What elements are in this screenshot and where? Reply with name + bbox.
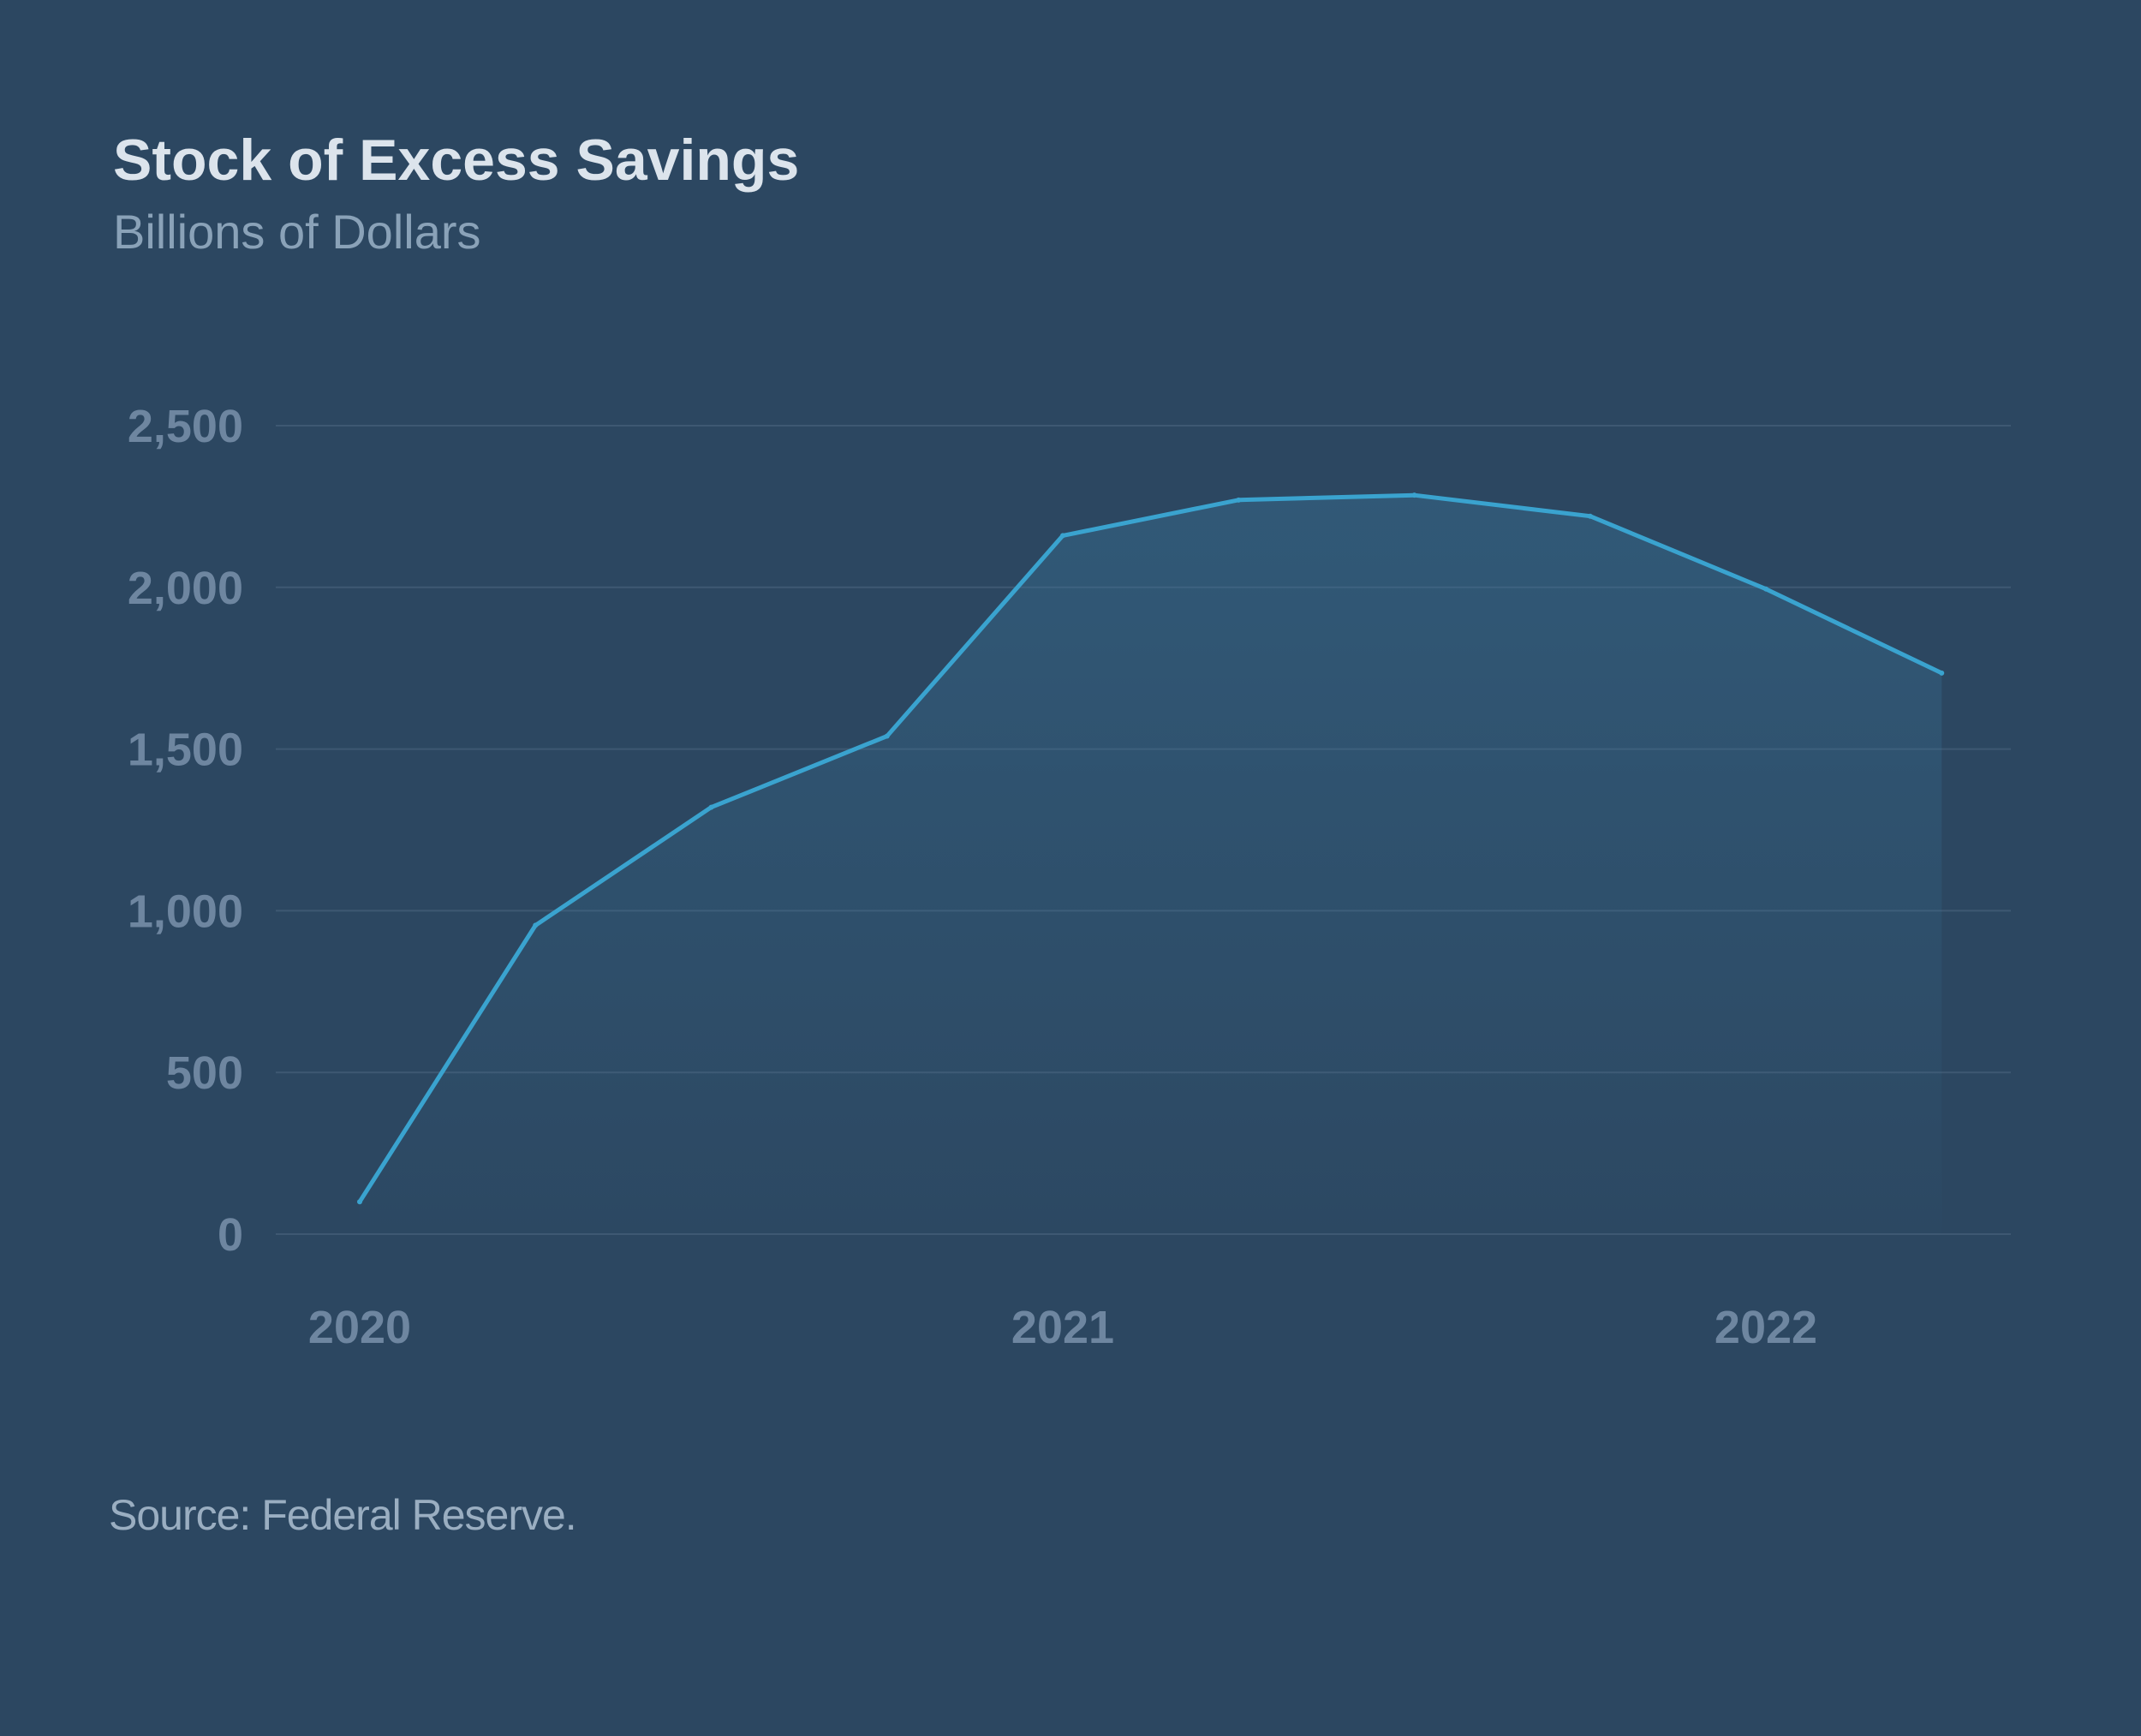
source-note: Source: Federal Reserve.	[109, 1491, 577, 1539]
y-tick-label: 1,000	[128, 886, 243, 937]
data-point	[1060, 533, 1065, 539]
x-axis-tick-labels: 2020 2021 2022	[308, 1302, 1817, 1353]
data-point	[357, 1199, 362, 1205]
data-point	[1587, 513, 1593, 519]
x-tick-label: 2020	[308, 1302, 411, 1353]
chart-title: Stock of Excess Savings	[113, 128, 800, 193]
y-tick-label: 0	[218, 1209, 243, 1261]
x-tick-label: 2021	[1011, 1302, 1114, 1353]
data-point	[1763, 586, 1768, 592]
y-tick-label: 2,500	[128, 401, 243, 452]
y-tick-label: 1,500	[128, 725, 243, 776]
series-area-fill	[360, 495, 1942, 1234]
y-tick-label: 2,000	[128, 563, 243, 614]
data-point	[884, 733, 890, 739]
data-point	[1236, 497, 1242, 503]
y-tick-label: 500	[166, 1047, 243, 1099]
series-line	[357, 492, 1944, 1204]
chart-subtitle: Billions of Dollars	[113, 205, 481, 259]
x-tick-label: 2022	[1715, 1302, 1817, 1353]
data-point	[708, 804, 714, 810]
data-point	[1939, 670, 1945, 676]
data-point	[533, 922, 539, 928]
series-points	[357, 492, 1945, 1205]
data-point	[1411, 492, 1417, 498]
y-axis-tick-labels: 0 500 1,000 1,500 2,000 2,500	[128, 401, 243, 1261]
